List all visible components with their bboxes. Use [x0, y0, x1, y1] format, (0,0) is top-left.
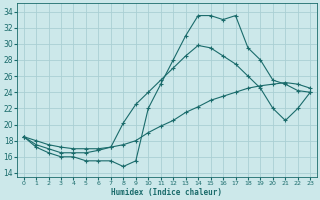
X-axis label: Humidex (Indice chaleur): Humidex (Indice chaleur)	[111, 188, 222, 197]
